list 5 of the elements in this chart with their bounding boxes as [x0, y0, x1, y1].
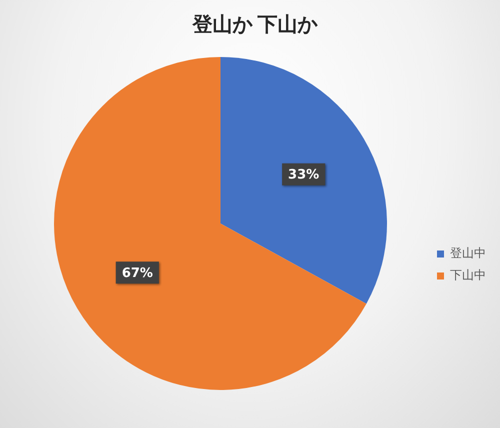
chart-title: 登山か 下山か: [192, 14, 318, 36]
data-label: 67%: [122, 266, 153, 282]
legend-label: 下山中: [450, 268, 486, 282]
legend-label: 登山中: [450, 246, 486, 260]
data-label: 33%: [288, 168, 320, 183]
